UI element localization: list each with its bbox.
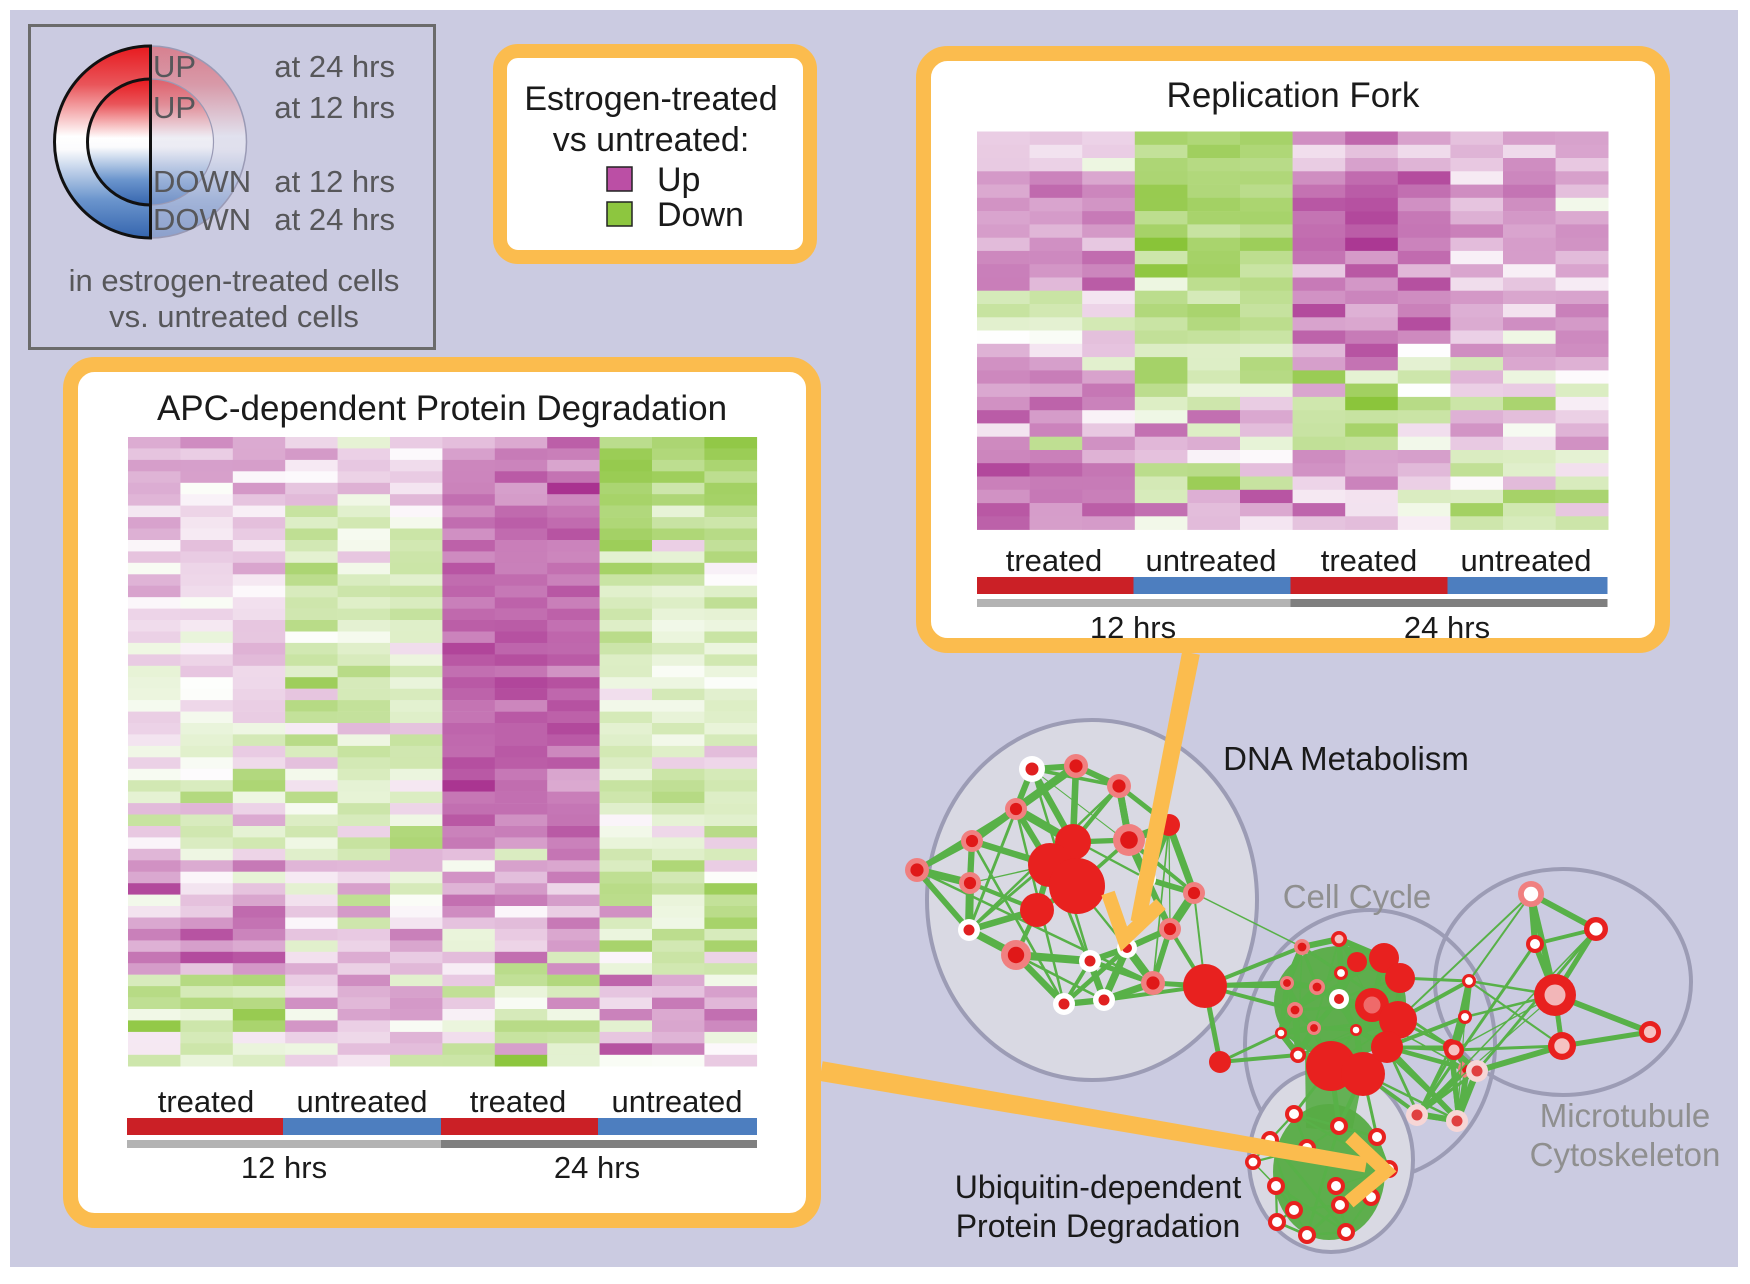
svg-text:UP: UP [153, 90, 196, 125]
svg-text:Cytoskeleton: Cytoskeleton [1530, 1136, 1721, 1173]
svg-text:treated: treated [1006, 543, 1103, 578]
svg-text:at 24 hrs: at 24 hrs [274, 202, 395, 237]
svg-text:Ubiquitin-dependent: Ubiquitin-dependent [955, 1169, 1242, 1205]
svg-text:Estrogen-treated: Estrogen-treated [524, 80, 777, 118]
svg-text:Up: Up [657, 161, 700, 199]
svg-text:untreated: untreated [1146, 543, 1277, 578]
svg-text:DNA Metabolism: DNA Metabolism [1223, 740, 1469, 777]
svg-text:DOWN: DOWN [153, 202, 251, 237]
svg-text:24 hrs: 24 hrs [554, 1150, 640, 1185]
svg-text:APC-dependent Protein Degradat: APC-dependent Protein Degradation [157, 389, 727, 428]
svg-text:untreated: untreated [297, 1084, 428, 1119]
svg-text:12 hrs: 12 hrs [241, 1150, 327, 1185]
svg-text:Cell Cycle: Cell Cycle [1283, 878, 1432, 915]
svg-text:DOWN: DOWN [153, 164, 251, 199]
svg-text:untreated: untreated [1461, 543, 1592, 578]
svg-text:untreated: untreated [612, 1084, 743, 1119]
svg-text:24 hrs: 24 hrs [1404, 610, 1490, 645]
svg-text:treated: treated [158, 1084, 255, 1119]
svg-text:in estrogen-treated cells: in estrogen-treated cells [69, 263, 400, 298]
svg-text:Down: Down [657, 196, 744, 234]
svg-text:vs untreated:: vs untreated: [553, 121, 750, 159]
svg-text:Replication Fork: Replication Fork [1167, 76, 1420, 115]
svg-text:12 hrs: 12 hrs [1090, 610, 1176, 645]
svg-text:at 12 hrs: at 12 hrs [274, 164, 395, 199]
svg-text:treated: treated [470, 1084, 567, 1119]
svg-text:treated: treated [1321, 543, 1418, 578]
svg-text:vs. untreated cells: vs. untreated cells [109, 299, 359, 334]
svg-text:Microtubule: Microtubule [1540, 1097, 1711, 1134]
svg-text:at 24 hrs: at 24 hrs [274, 49, 395, 84]
svg-text:Protein Degradation: Protein Degradation [956, 1208, 1241, 1244]
svg-text:UP: UP [153, 49, 196, 84]
svg-text:at 12 hrs: at 12 hrs [274, 90, 395, 125]
